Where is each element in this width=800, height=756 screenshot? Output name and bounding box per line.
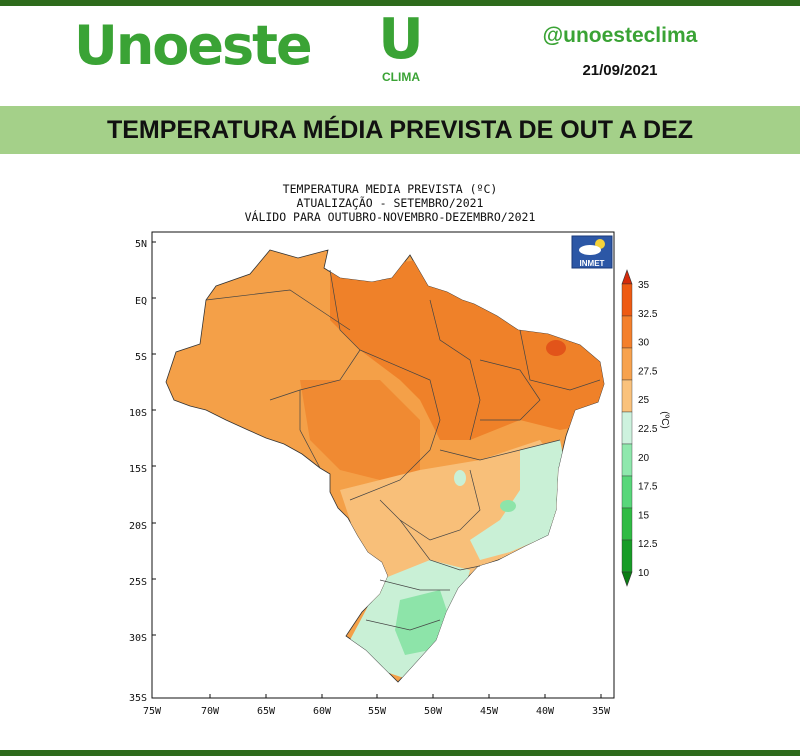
colorbar-tick-label: 27.5 xyxy=(638,366,658,377)
lon-label-60w: 60W xyxy=(313,706,332,717)
colorbar-segment xyxy=(621,411,633,445)
map-title-line-3: VÁLIDO PARA OUTUBRO-NOVEMBRO-DEZEMBRO/20… xyxy=(244,210,536,224)
map-title: TEMPERATURA MEDIA PREVISTA (ºC) ATUALIZA… xyxy=(180,182,600,224)
inmet-badge: INMET xyxy=(571,235,613,269)
hot-spot-northeast xyxy=(546,340,566,356)
lon-label-35w: 35W xyxy=(592,706,611,717)
colorbar-tick-label: 20 xyxy=(638,453,650,464)
banner-title: TEMPERATURA MÉDIA PREVISTA DE OUT A DEZ xyxy=(106,116,694,144)
colorbar: 35 32.5 30 27.5 25 22.5 20 17.5 15 12.5 10 xyxy=(621,269,658,587)
clima-logo-word: CLIMA xyxy=(382,70,420,84)
lat-label-20s: 20S xyxy=(129,521,147,532)
lat-label-35s: 35S xyxy=(129,693,147,704)
warm-zone-north xyxy=(330,260,604,440)
lat-label-5n: 5N xyxy=(135,239,147,250)
colorbar-segment xyxy=(621,283,633,317)
colorbar-segment xyxy=(621,539,633,573)
title-banner xyxy=(0,106,800,154)
lon-label-55w: 55W xyxy=(368,706,387,717)
lon-label-45w: 45W xyxy=(480,706,499,717)
state-boundaries xyxy=(205,269,601,631)
clima-logo-letter: U xyxy=(378,7,424,72)
lon-label-70w: 70W xyxy=(201,706,220,717)
colorbar-segment xyxy=(621,475,633,509)
bottom-border-bar xyxy=(0,750,800,756)
lon-label-75w: 75W xyxy=(143,706,162,717)
inmet-badge-text: INMET xyxy=(580,259,605,268)
lon-label-65w: 65W xyxy=(257,706,276,717)
colorbar-tick-label: 30 xyxy=(638,338,650,349)
colorbar-tick-label: 22.5 xyxy=(638,424,658,435)
lat-label-15s: 15S xyxy=(129,464,147,475)
colorbar-tick-label: 12.5 xyxy=(638,539,658,550)
lat-label-30s: 30S xyxy=(129,633,147,644)
colorbar-tick-label: 32.5 xyxy=(638,309,658,320)
social-handle: @unoesteclima xyxy=(542,24,698,47)
lon-label-40w: 40W xyxy=(536,706,555,717)
warm-zone-center xyxy=(300,380,420,480)
colorbar-segment xyxy=(621,315,633,349)
colorbar-bottom-arrow xyxy=(621,571,633,587)
colorbar-tick-label: 17.5 xyxy=(638,482,658,493)
cool-spot-minas xyxy=(500,500,516,512)
colorbar-segment xyxy=(621,347,633,381)
map-title-line-1: TEMPERATURA MEDIA PREVISTA (ºC) xyxy=(282,182,498,196)
lon-label-50w: 50W xyxy=(424,706,443,717)
top-border-bar xyxy=(0,0,800,6)
colorbar-unit-label: (ºC) xyxy=(659,411,670,429)
publish-date: 21/09/2021 xyxy=(582,62,658,79)
colorbar-tick-label: 10 xyxy=(638,568,650,579)
colorbar-tick-label: 25 xyxy=(638,395,650,406)
cool-spot-goias xyxy=(454,470,466,486)
colorbar-segment xyxy=(621,443,633,477)
cold-zone-south xyxy=(395,590,450,655)
lat-label-eq: EQ xyxy=(135,296,147,307)
colorbar-tick-label: 35 xyxy=(638,280,650,291)
colorbar-top-arrow xyxy=(621,269,633,285)
unoeste-clima-logo: U CLIMA xyxy=(376,12,426,86)
lat-label-5s: 5S xyxy=(135,352,147,363)
lat-label-10s: 10S xyxy=(129,408,147,419)
colorbar-segment xyxy=(621,507,633,541)
colorbar-segment xyxy=(621,379,633,413)
lat-label-25s: 25S xyxy=(129,577,147,588)
colorbar-tick-label: 15 xyxy=(638,510,650,521)
map-title-line-2: ATUALIZAÇÃO - SETEMBRO/2021 xyxy=(296,196,484,210)
unoeste-logo: Unoeste xyxy=(74,14,313,77)
cool-zone-southeast xyxy=(470,440,570,560)
